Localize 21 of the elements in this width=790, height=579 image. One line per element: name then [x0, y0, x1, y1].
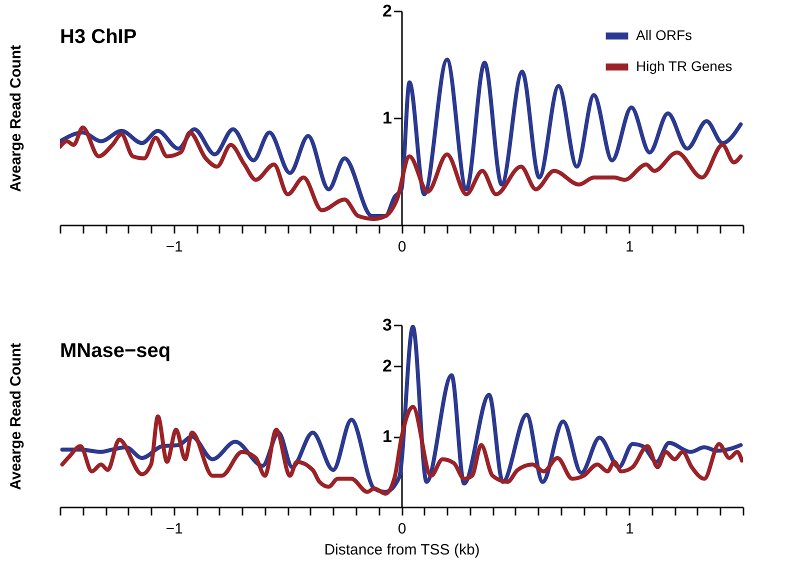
y-axis-title: Avearge Read Count: [8, 45, 24, 192]
y-tick-label: 3: [382, 316, 392, 334]
x-tick-label: 1: [625, 238, 634, 256]
x-tick-label: 0: [398, 238, 406, 256]
y-axis-title: Avearge Read Count: [8, 343, 24, 490]
legend-label: High TR Genes: [636, 58, 732, 74]
y-tick-label: 1: [382, 108, 392, 128]
y-tick-label: 2: [382, 2, 392, 20]
text: MNase−seq: [60, 340, 171, 362]
legend-label: All ORFs: [636, 27, 692, 43]
y-tick-label: 1: [382, 427, 392, 446]
line-series: [60, 58, 743, 218]
x-tick-label: 1: [625, 520, 634, 538]
text: H3 ChIP: [60, 26, 137, 48]
line-series: [60, 126, 743, 221]
line-series: [60, 404, 743, 496]
x-tick-label: 0: [398, 520, 406, 538]
x-tick-label: −1: [166, 238, 183, 256]
x-tick-label: −1: [166, 520, 183, 538]
x-axis-title: Distance from TSS (kb): [324, 542, 480, 558]
y-tick-label: 2: [382, 356, 392, 376]
